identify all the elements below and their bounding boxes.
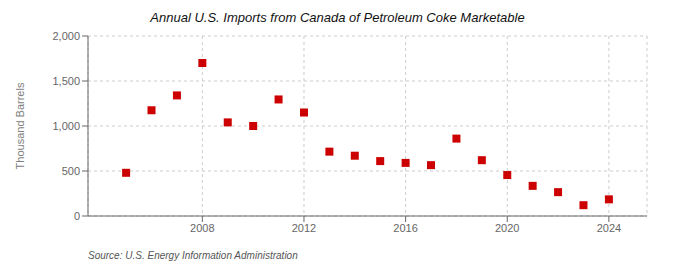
html-text:Annual U.S. Imports from Canad: Annual U.S. Imports from Canada of Petro… [150, 10, 525, 25]
svg-text:500: 500 [62, 165, 80, 177]
svg-text:2020: 2020 [495, 222, 519, 234]
svg-text:2,000: 2,000 [52, 30, 80, 42]
svg-text:1,000: 1,000 [52, 120, 80, 132]
svg-text:2012: 2012 [292, 222, 316, 234]
svg-text:0: 0 [74, 210, 80, 222]
html-text:Source: U.S. Energy Informatio: Source: U.S. Energy Information Administ… [88, 250, 298, 261]
svg-text:Thousand Barrels: Thousand Barrels [14, 82, 26, 169]
svg-text:2024: 2024 [597, 222, 621, 234]
svg-text:2008: 2008 [190, 222, 214, 234]
svg-text:2016: 2016 [393, 222, 417, 234]
svg-text:1,500: 1,500 [52, 75, 80, 87]
